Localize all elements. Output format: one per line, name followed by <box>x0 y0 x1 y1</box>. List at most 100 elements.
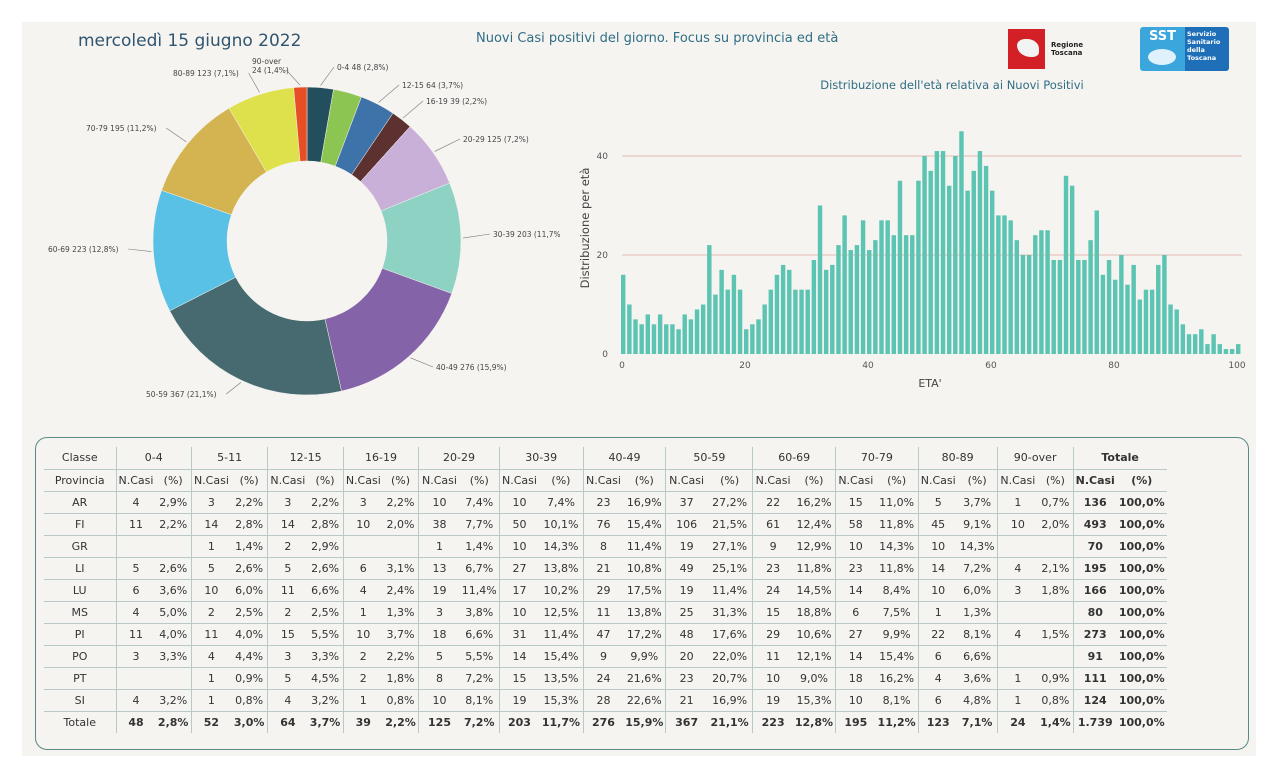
histogram-bar[interactable] <box>744 329 749 354</box>
histogram-bar[interactable] <box>750 324 755 354</box>
histogram-bar[interactable] <box>860 220 866 354</box>
histogram-bar[interactable] <box>1149 289 1155 354</box>
histogram-bar[interactable] <box>1223 349 1229 354</box>
histogram-bar[interactable] <box>1045 230 1050 354</box>
histogram-bar[interactable] <box>694 309 700 354</box>
histogram-bar[interactable] <box>762 304 767 355</box>
histogram-bar[interactable] <box>830 264 835 354</box>
histogram-bar[interactable] <box>1162 255 1167 354</box>
histogram-bar[interactable] <box>867 250 872 354</box>
histogram-bar[interactable] <box>1217 344 1222 354</box>
histogram-bar[interactable] <box>1131 264 1136 354</box>
histogram-bar[interactable] <box>682 314 687 354</box>
histogram-bar[interactable] <box>1033 235 1038 354</box>
histogram-bar[interactable] <box>1113 279 1118 354</box>
histogram-bar[interactable] <box>651 324 657 354</box>
donut-slice-50-59[interactable] <box>169 276 342 396</box>
histogram-bar[interactable] <box>1094 210 1099 354</box>
histogram-bar[interactable] <box>977 151 983 354</box>
histogram-bar[interactable] <box>688 319 694 354</box>
histogram-bar[interactable] <box>774 274 780 354</box>
histogram-bar[interactable] <box>1137 299 1143 354</box>
histogram-bar[interactable] <box>1082 259 1087 354</box>
histogram-bar[interactable] <box>1229 349 1235 354</box>
histogram-bar[interactable] <box>1205 344 1210 354</box>
histogram-bar[interactable] <box>768 289 774 354</box>
histogram-bar[interactable] <box>940 151 946 354</box>
histogram-bar[interactable] <box>903 235 909 354</box>
histogram-bar[interactable] <box>1125 284 1130 354</box>
histogram-bar[interactable] <box>1180 324 1186 354</box>
histogram-bar[interactable] <box>793 289 798 354</box>
histogram-bar[interactable] <box>842 215 847 354</box>
histogram-bar[interactable] <box>621 274 626 354</box>
histogram-bar[interactable] <box>1186 334 1192 354</box>
histogram-bar[interactable] <box>756 319 761 354</box>
histogram-bar[interactable] <box>934 151 940 354</box>
histogram-bar[interactable] <box>664 324 669 354</box>
histogram-bar[interactable] <box>1211 334 1216 354</box>
histogram-bar[interactable] <box>1143 289 1149 354</box>
histogram-bar[interactable] <box>1236 344 1241 354</box>
histogram-bar[interactable] <box>1020 255 1026 354</box>
histogram-bar[interactable] <box>1002 215 1007 354</box>
histogram-bar[interactable] <box>854 245 860 354</box>
histogram-bar[interactable] <box>811 259 817 354</box>
histogram-bar[interactable] <box>1039 230 1044 354</box>
histogram-bar[interactable] <box>959 131 964 354</box>
histogram-bar[interactable] <box>996 215 1001 354</box>
histogram-bar[interactable] <box>873 240 878 354</box>
donut-slice-90-over[interactable] <box>293 86 308 162</box>
histogram-bar[interactable] <box>1088 240 1093 354</box>
histogram-bar[interactable] <box>983 165 989 354</box>
histogram-bar[interactable] <box>725 289 730 354</box>
histogram-bar[interactable] <box>891 235 897 354</box>
histogram-bar[interactable] <box>645 314 651 354</box>
histogram-bar[interactable] <box>1057 259 1063 354</box>
histogram-bar[interactable] <box>633 319 638 354</box>
histogram-bar[interactable] <box>639 324 644 354</box>
histogram-bar[interactable] <box>1026 255 1032 354</box>
histogram-bar[interactable] <box>737 289 743 354</box>
histogram-bar[interactable] <box>848 250 853 354</box>
histogram-bar[interactable] <box>707 245 712 354</box>
histogram-bar[interactable] <box>953 156 958 354</box>
histogram-bar[interactable] <box>922 156 927 354</box>
histogram-bar[interactable] <box>916 180 921 354</box>
histogram-bar[interactable] <box>1008 220 1013 354</box>
histogram-bar[interactable] <box>879 220 884 354</box>
histogram-bar[interactable] <box>910 235 915 354</box>
histogram-bar[interactable] <box>780 264 786 354</box>
histogram-bar[interactable] <box>836 245 841 354</box>
histogram-bar[interactable] <box>823 269 829 354</box>
histogram-bar[interactable] <box>1192 334 1198 354</box>
histogram-bar[interactable] <box>885 220 890 354</box>
histogram-bar[interactable] <box>1156 264 1161 354</box>
histogram-bar[interactable] <box>1076 259 1081 354</box>
histogram-bar[interactable] <box>713 294 718 354</box>
histogram-bar[interactable] <box>1168 304 1173 355</box>
histogram-bar[interactable] <box>731 274 737 354</box>
histogram-bar[interactable] <box>946 185 952 354</box>
histogram-bar[interactable] <box>971 170 976 354</box>
histogram-bar[interactable] <box>1199 329 1204 354</box>
histogram-bar[interactable] <box>670 324 675 354</box>
histogram-bar[interactable] <box>928 170 933 354</box>
donut-slice-40-49[interactable] <box>324 267 453 392</box>
histogram-bar[interactable] <box>700 304 706 355</box>
histogram-bar[interactable] <box>1100 274 1106 354</box>
histogram-bar[interactable] <box>897 180 903 354</box>
histogram-bar[interactable] <box>1069 185 1075 354</box>
histogram-bar[interactable] <box>799 289 804 354</box>
histogram-bar[interactable] <box>990 190 995 354</box>
histogram-bar[interactable] <box>676 329 681 354</box>
histogram-bar[interactable] <box>657 314 663 354</box>
histogram-bar[interactable] <box>805 289 810 354</box>
histogram-bar[interactable] <box>1174 309 1179 354</box>
histogram-bar[interactable] <box>1063 175 1069 354</box>
histogram-bar[interactable] <box>787 269 792 354</box>
histogram-bar[interactable] <box>1119 255 1124 354</box>
histogram-bar[interactable] <box>627 304 632 355</box>
histogram-bar[interactable] <box>719 269 724 354</box>
histogram-bar[interactable] <box>965 190 970 354</box>
